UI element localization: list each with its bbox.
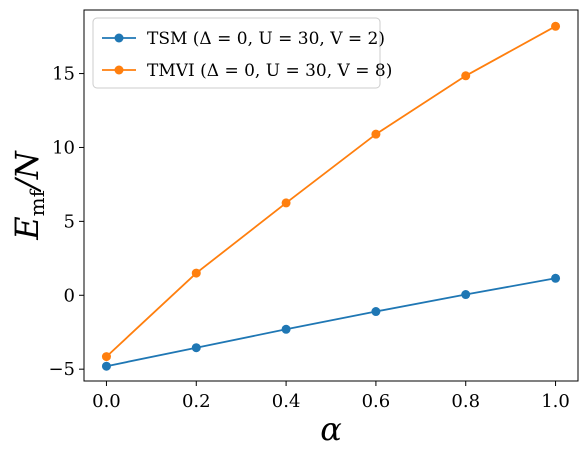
data-point <box>281 324 291 334</box>
x-tick-label: 0.8 <box>451 391 480 412</box>
legend-swatch-marker <box>114 33 124 43</box>
y-tick-label: 5 <box>64 211 75 232</box>
x-axis: 0.0 0.2 0.4 0.6 0.8 1.0 <box>92 381 570 412</box>
x-tick-label: 0.4 <box>272 391 301 412</box>
plot-area <box>83 9 579 382</box>
y-axis-label: Emf/N <box>8 150 49 241</box>
data-point <box>191 268 201 278</box>
y-axis-label-main: E <box>8 216 46 240</box>
legend: TSM (Δ = 0, U = 30, V = 2) TMVI (Δ = 0, U… <box>92 17 392 89</box>
data-point <box>461 71 471 81</box>
x-tick-label: 0.6 <box>362 391 391 412</box>
y-axis-label-sub: mf <box>25 188 49 216</box>
legend-entry-label: TMVI (Δ = 0, U = 30, V = 8) <box>147 61 392 81</box>
series-layer <box>101 21 561 371</box>
x-axis-label: α <box>320 410 342 448</box>
y-tick-label: 15 <box>52 64 75 85</box>
y-axis-label-tail: /N <box>8 150 46 193</box>
y-axis: −5 0 5 10 15 <box>48 64 84 380</box>
data-point <box>191 343 201 353</box>
data-point <box>551 21 561 31</box>
plot-frame <box>83 9 579 382</box>
data-point <box>101 361 111 371</box>
y-tick-label: 0 <box>64 285 75 306</box>
data-point <box>371 307 381 317</box>
x-tick-label: 0.0 <box>92 391 121 412</box>
data-point <box>371 129 381 139</box>
y-tick-label: 10 <box>52 137 75 158</box>
legend-entry-label: TSM (Δ = 0, U = 30, V = 2) <box>147 29 385 49</box>
legend-box <box>92 17 381 89</box>
series-line-1 <box>105 25 556 358</box>
data-point <box>101 352 111 362</box>
data-point <box>551 273 561 283</box>
y-tick-label: −5 <box>48 359 75 380</box>
series-line-0 <box>106 277 556 368</box>
data-point <box>461 290 471 300</box>
x-tick-label: 0.2 <box>182 391 211 412</box>
x-tick-label: 1.0 <box>541 391 570 412</box>
data-point <box>281 198 291 208</box>
legend-swatch-marker <box>114 65 124 75</box>
